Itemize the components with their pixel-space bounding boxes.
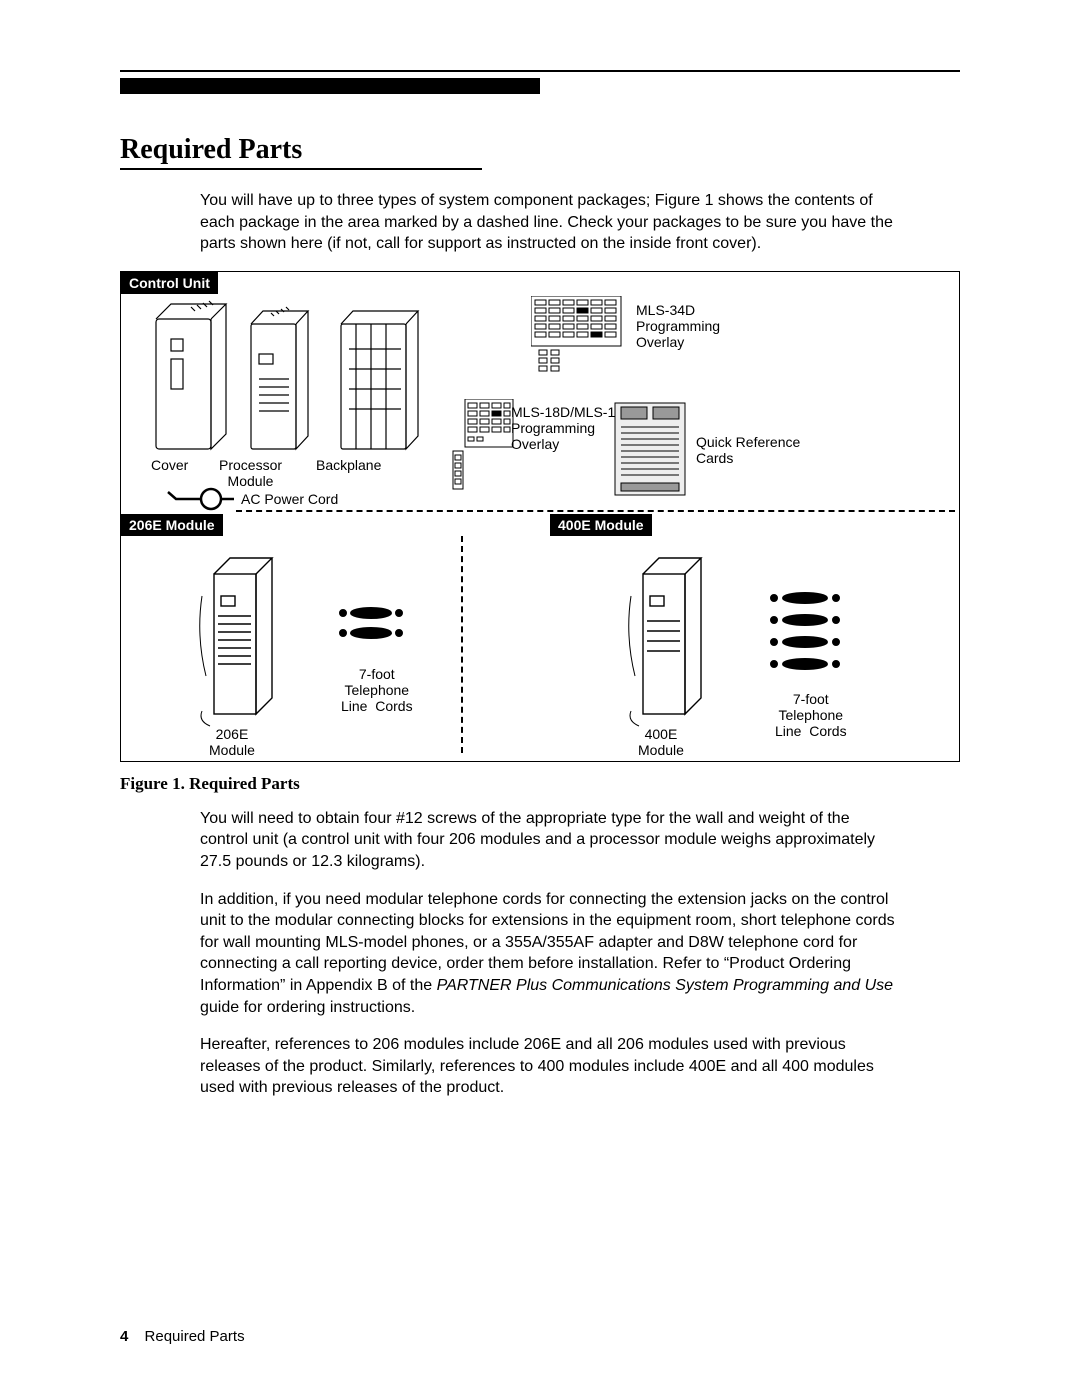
cords-400e-icon <box>760 586 860 686</box>
panel-header-206e: 206E Module <box>121 514 223 536</box>
page-footer: 4 Required Parts <box>120 1328 245 1345</box>
label-qref: Quick Reference Cards <box>696 434 800 466</box>
label-backplane: Backplane <box>316 457 381 473</box>
qref-cards-icon <box>611 399 691 499</box>
mls18d-overlay-icon <box>451 399 516 494</box>
module-206e-drawing <box>196 556 306 731</box>
panel-400e: 400E Module 400E Module <box>550 514 959 761</box>
label-ac-power-cord: AC Power Cord <box>241 491 338 507</box>
label-400e-cords: 7-foot Telephone Line Cords <box>775 691 847 739</box>
paragraph-3-italic: PARTNER Plus Communications System Progr… <box>437 977 893 994</box>
intro-paragraph: You will have up to three types of syste… <box>200 190 900 255</box>
header-black-bar <box>120 78 540 94</box>
figure-1: Control Unit <box>120 271 960 762</box>
label-mls34d: MLS-34D Programming Overlay <box>636 302 720 350</box>
cords-206e-icon <box>331 601 421 661</box>
page-number: 4 <box>120 1328 128 1345</box>
module-400e-drawing <box>625 556 735 731</box>
footer-title: Required Parts <box>145 1328 245 1345</box>
paragraph-3b: guide for ordering instructions. <box>200 999 415 1016</box>
figure-caption: Figure 1. Required Parts <box>120 774 960 794</box>
panel-header-400e: 400E Module <box>550 514 652 536</box>
paragraph-3: In addition, if you need modular telepho… <box>200 889 900 1019</box>
panel-header-control-unit: Control Unit <box>121 272 218 294</box>
panel-206e: 206E Module 20 <box>121 514 530 761</box>
label-206e-module: 206E Module <box>209 726 255 758</box>
label-400e-module: 400E Module <box>638 726 684 758</box>
mls34d-overlay-icon <box>531 296 626 386</box>
section-title: Required Parts <box>120 134 482 170</box>
label-cover: Cover <box>151 457 188 473</box>
paragraph-2: You will need to obtain four #12 screws … <box>200 808 900 873</box>
top-rule <box>120 70 960 72</box>
paragraph-4: Hereafter, references to 206 modules inc… <box>200 1034 900 1099</box>
label-206e-cords: 7-foot Telephone Line Cords <box>341 666 413 714</box>
ac-power-cord-icon <box>156 484 246 514</box>
panel-control-unit: Control Unit <box>121 272 959 514</box>
